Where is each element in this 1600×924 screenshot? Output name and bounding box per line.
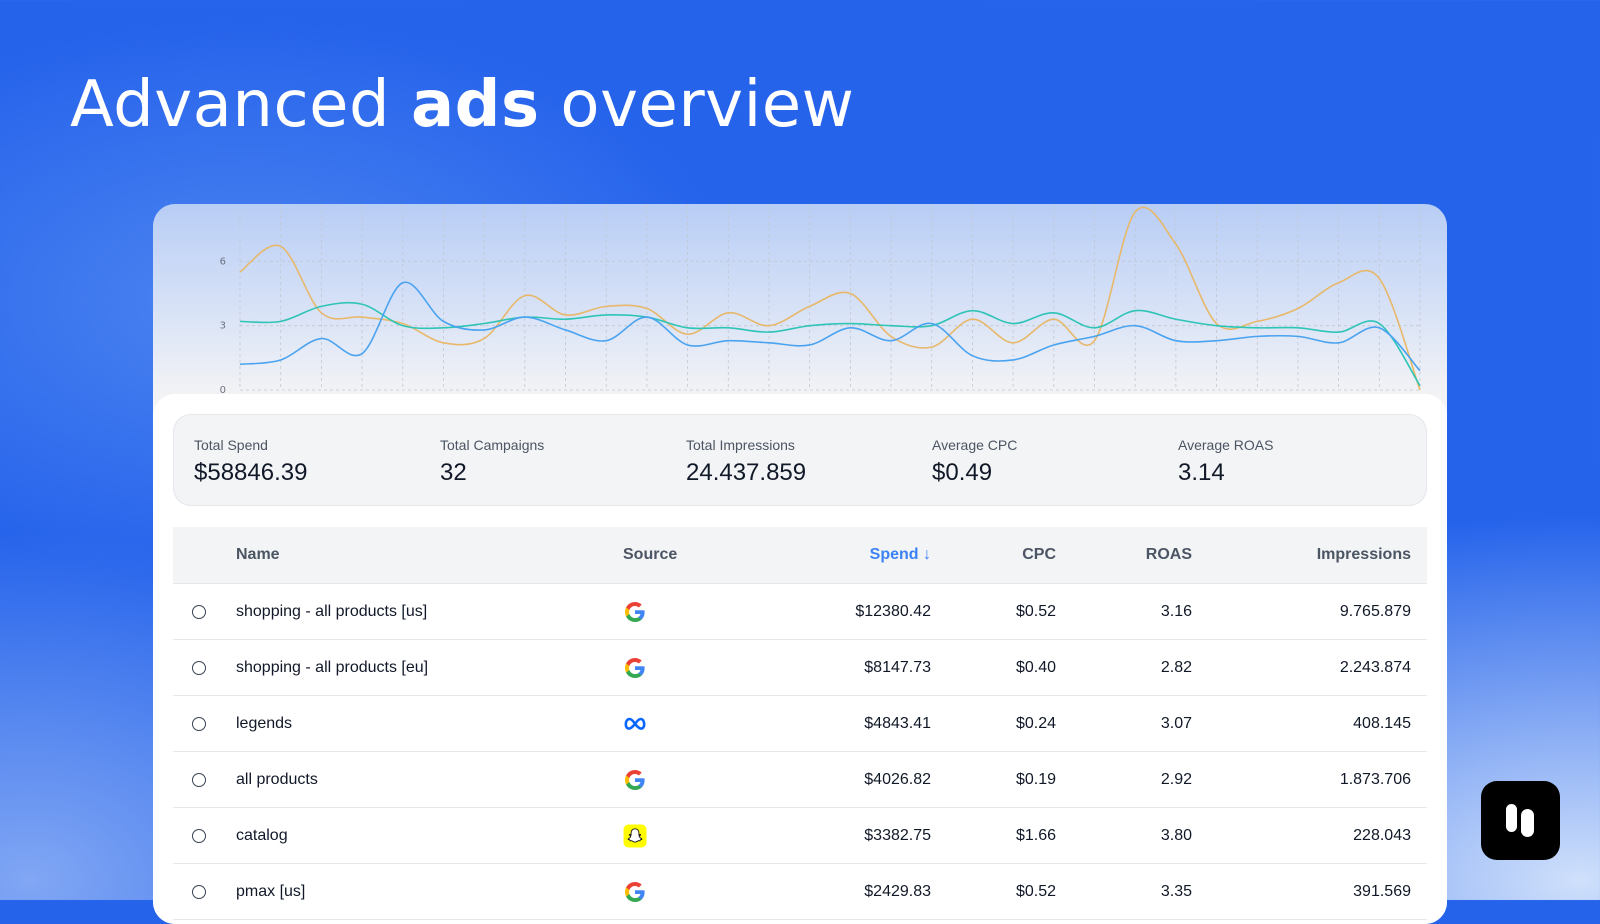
row-select-radio[interactable] bbox=[192, 772, 206, 787]
chart-series-line bbox=[239, 281, 1421, 372]
row-select-cell bbox=[189, 808, 209, 863]
chart-series-line bbox=[239, 301, 1421, 387]
stat-label: Total Spend bbox=[194, 437, 268, 453]
row-select-cell bbox=[189, 640, 209, 695]
cell-roas: 3.80 bbox=[1160, 826, 1192, 844]
google-icon bbox=[625, 657, 645, 678]
stat-label: Average ROAS bbox=[1178, 437, 1274, 453]
stat-label: Total Impressions bbox=[686, 437, 795, 453]
cell-impressions: 391.569 bbox=[1353, 882, 1411, 900]
cell-cpc: $0.52 bbox=[1015, 882, 1056, 900]
cell-source bbox=[623, 584, 647, 639]
cell-impressions: 408.145 bbox=[1353, 714, 1411, 732]
headline-post: overview bbox=[539, 68, 855, 142]
stat-average-roas: Average ROAS 3.14 bbox=[1158, 415, 1404, 505]
stat-value: $58846.39 bbox=[194, 459, 308, 486]
column-header-spend[interactable]: Spend ↓ bbox=[869, 546, 931, 563]
stat-value: 3.14 bbox=[1178, 459, 1225, 486]
row-select-cell bbox=[189, 584, 209, 639]
dashboard-panel: 0 3 6 Total Spend $58846.39 Total Campaign… bbox=[153, 204, 1447, 924]
column-header-name[interactable]: Name bbox=[236, 546, 280, 563]
row-select-radio[interactable] bbox=[192, 660, 206, 675]
cell-name: pmax [us] bbox=[236, 882, 306, 900]
dashboard-card: Total Spend $58846.39 Total Campaigns 32… bbox=[153, 394, 1447, 924]
snapchat-icon bbox=[623, 824, 647, 847]
page-headline: Advanced ads overview bbox=[70, 68, 855, 142]
cell-name: legends bbox=[236, 714, 293, 732]
row-select-cell bbox=[189, 752, 209, 807]
ads-line-chart: 0 3 6 bbox=[220, 204, 1421, 394]
stat-average-cpc: Average CPC $0.49 bbox=[912, 415, 1158, 505]
column-header-impressions[interactable]: Impressions bbox=[1316, 546, 1411, 563]
cell-source bbox=[623, 696, 647, 751]
table-row[interactable]: shopping - all products [us] $12380.42 $0.… bbox=[173, 584, 1427, 640]
cell-spend: $8147.73 bbox=[864, 658, 931, 676]
table-row[interactable]: legends $4843.41 $0.24 3.07 408.145 bbox=[173, 696, 1427, 752]
row-select-radio[interactable] bbox=[192, 828, 206, 843]
cell-spend: $3382.75 bbox=[864, 826, 931, 844]
cell-cpc: $0.24 bbox=[1015, 714, 1056, 732]
stat-total-impressions: Total Impressions 24.437.859 bbox=[666, 415, 912, 505]
column-header-roas[interactable]: ROAS bbox=[1145, 546, 1192, 563]
column-header-cpc[interactable]: CPC bbox=[1022, 546, 1056, 563]
stat-label: Average CPC bbox=[932, 437, 1018, 453]
y-tick-label: 3 bbox=[220, 321, 226, 332]
stat-value: 32 bbox=[440, 459, 467, 486]
cell-roas: 3.16 bbox=[1160, 602, 1192, 620]
y-tick-label: 0 bbox=[220, 385, 226, 394]
cell-cpc: $0.40 bbox=[1015, 658, 1056, 676]
table-header: Name Source Spend ↓ CPC ROAS Impressions bbox=[173, 527, 1427, 584]
stat-label: Total Campaigns bbox=[440, 437, 545, 453]
cell-name: all products bbox=[236, 770, 318, 788]
cell-impressions: 1.873.706 bbox=[1339, 770, 1411, 788]
cell-roas: 3.35 bbox=[1160, 882, 1192, 900]
stat-total-campaigns: Total Campaigns 32 bbox=[420, 415, 666, 505]
cell-cpc: $0.19 bbox=[1015, 770, 1056, 788]
row-select-cell bbox=[189, 864, 209, 919]
summary-bar: Total Spend $58846.39 Total Campaigns 32… bbox=[173, 414, 1427, 506]
cell-roas: 2.92 bbox=[1160, 770, 1192, 788]
row-select-radio[interactable] bbox=[192, 716, 206, 731]
cell-spend: $4843.41 bbox=[864, 714, 931, 732]
cell-source bbox=[623, 864, 647, 919]
y-tick-label: 6 bbox=[220, 256, 226, 267]
google-icon bbox=[625, 769, 645, 790]
cell-spend: $12380.42 bbox=[855, 602, 931, 620]
cell-impressions: 228.043 bbox=[1353, 826, 1411, 844]
campaigns-table: Name Source Spend ↓ CPC ROAS Impressions… bbox=[173, 527, 1427, 920]
cell-name: catalog bbox=[236, 826, 288, 844]
cell-impressions: 9.765.879 bbox=[1339, 602, 1411, 620]
column-header-source[interactable]: Source bbox=[623, 546, 678, 563]
cell-name: shopping - all products [eu] bbox=[236, 658, 429, 676]
row-select-radio[interactable] bbox=[192, 884, 206, 899]
stat-value: $0.49 bbox=[932, 459, 993, 486]
table-row[interactable]: all products $4026.82 $0.19 2.92 1.873.706 bbox=[173, 752, 1427, 808]
headline-pre: Advanced bbox=[70, 68, 411, 142]
table-row[interactable]: shopping - all products [eu] $8147.73 $0.4… bbox=[173, 640, 1427, 696]
headline-bold: ads bbox=[410, 68, 540, 142]
google-icon bbox=[625, 601, 645, 622]
cell-spend: $2429.83 bbox=[864, 882, 931, 900]
cell-cpc: $0.52 bbox=[1015, 602, 1056, 620]
stat-value: 24.437.859 bbox=[686, 459, 807, 486]
stat-total-spend: Total Spend $58846.39 bbox=[174, 415, 420, 505]
app-logo-icon bbox=[1506, 804, 1534, 837]
cell-source bbox=[623, 752, 647, 807]
chart-series-line bbox=[239, 206, 1421, 391]
cell-source bbox=[623, 640, 647, 695]
cell-name: shopping - all products [us] bbox=[236, 602, 428, 620]
cell-roas: 2.82 bbox=[1160, 658, 1192, 676]
table-body: shopping - all products [us] $12380.42 $0.… bbox=[173, 584, 1427, 920]
cell-spend: $4026.82 bbox=[864, 770, 931, 788]
app-logo-button[interactable] bbox=[1481, 781, 1560, 860]
row-select-cell bbox=[189, 696, 209, 751]
meta-icon bbox=[624, 717, 646, 730]
table-row[interactable]: catalog $3382.75 $1.66 3.80 228.043 bbox=[173, 808, 1427, 864]
cell-source bbox=[623, 808, 647, 863]
cell-impressions: 2.243.874 bbox=[1339, 658, 1411, 676]
row-select-radio[interactable] bbox=[192, 604, 206, 619]
cell-roas: 3.07 bbox=[1160, 714, 1192, 732]
cell-cpc: $1.66 bbox=[1015, 826, 1056, 844]
table-row[interactable]: pmax [us] $2429.83 $0.52 3.35 391.569 bbox=[173, 864, 1427, 920]
